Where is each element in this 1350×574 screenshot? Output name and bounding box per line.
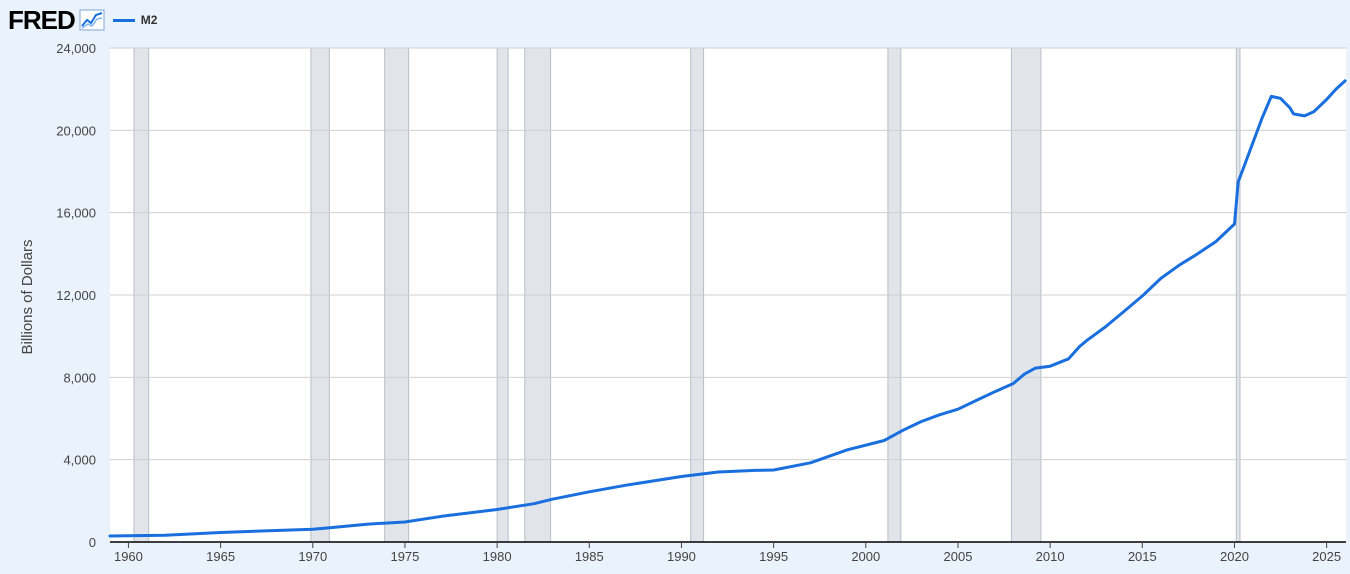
x-tick-label: 2020 <box>1220 549 1249 564</box>
y-tick-label: 12,000 <box>56 288 96 303</box>
x-tick-label: 1990 <box>667 549 696 564</box>
y-tick-label: 16,000 <box>56 206 96 221</box>
x-tick-label: 2010 <box>1036 549 1065 564</box>
x-tick-label: 1985 <box>575 549 604 564</box>
series-line-m2[interactable] <box>108 79 1347 538</box>
x-tick-label: 1995 <box>759 549 788 564</box>
y-tick-label: 20,000 <box>56 123 96 138</box>
x-tick-label: 2000 <box>851 549 880 564</box>
y-tick-label: 0 <box>89 535 96 550</box>
x-tick-label: 2025 <box>1312 549 1341 564</box>
fred-logo[interactable]: FRED <box>8 5 76 35</box>
legend-swatch-m2 <box>112 18 135 22</box>
legend-label-m2: M2 <box>140 13 158 27</box>
x-tick-label: 1970 <box>298 549 327 564</box>
x-tick-label: 1960 <box>114 549 143 564</box>
x-tick-label: 2015 <box>1128 549 1157 564</box>
y-tick-label: 8,000 <box>63 370 96 385</box>
x-tick-label: 2005 <box>944 549 973 564</box>
line-chart-icon <box>79 9 105 31</box>
x-tick-label: 1965 <box>206 549 235 564</box>
x-tick-label: 1980 <box>483 549 512 564</box>
chart-header: FRED M2 <box>8 6 157 34</box>
legend: M2 <box>112 13 158 27</box>
y-axis-title: Billions of Dollars <box>19 239 36 354</box>
x-tick-label: 1975 <box>390 549 419 564</box>
y-tick-label: 4,000 <box>63 453 96 468</box>
y-tick-label: 24,000 <box>56 41 96 56</box>
